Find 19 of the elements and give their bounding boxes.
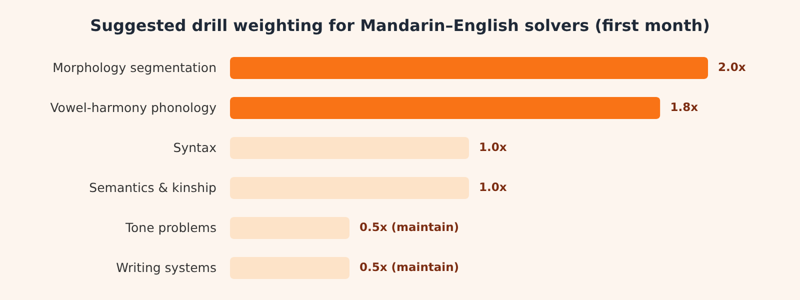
data-label: 1.0x <box>479 180 508 194</box>
bar <box>230 177 469 199</box>
bar <box>230 257 350 279</box>
y-tick-label: Morphology segmentation <box>52 60 216 75</box>
y-tick-label: Tone problems <box>124 220 216 235</box>
bar <box>230 217 350 239</box>
data-label: 1.0x <box>479 140 508 154</box>
y-tick-label: Semantics & kinship <box>89 180 217 195</box>
chart-title: Suggested drill weighting for Mandarin–English solvers (first month) <box>90 16 710 35</box>
data-label: 0.5x (maintain) <box>360 260 460 274</box>
data-label: 2.0x <box>718 60 746 74</box>
bar <box>230 97 660 119</box>
y-tick-label: Vowel-harmony phonology <box>50 100 218 115</box>
data-label: 1.8x <box>670 100 699 114</box>
bar <box>230 137 469 159</box>
y-tick-label: Writing systems <box>116 260 216 275</box>
data-label: 0.5x (maintain) <box>360 220 460 234</box>
bar <box>230 57 708 79</box>
y-tick-label: Syntax <box>173 140 216 155</box>
